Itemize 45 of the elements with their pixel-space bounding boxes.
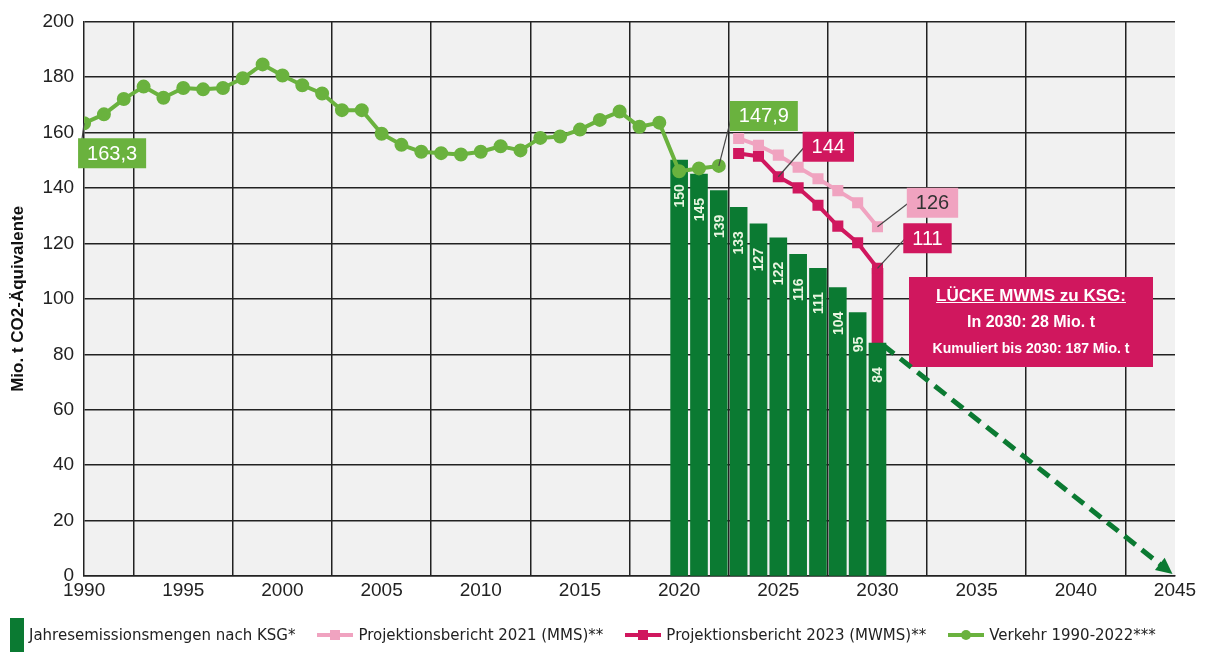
data-label: 95 [849, 336, 866, 353]
x-tick-label: 1995 [162, 578, 205, 600]
data-label: 139 [710, 214, 727, 238]
y-tick-label: 100 [42, 287, 75, 309]
y-tick-label: 20 [52, 508, 75, 530]
y-tick-label: 200 [42, 9, 75, 31]
data-label: 126 [915, 191, 950, 214]
data-label: 116 [790, 278, 806, 302]
y-tick-label: 140 [42, 176, 75, 198]
legend-label: Projektionsbericht 2021 (MMS)** [358, 626, 604, 644]
y-tick-label: 60 [52, 397, 75, 419]
x-tick-label: 2045 [1153, 578, 1197, 600]
data-label: 127 [750, 247, 767, 272]
y-tick-label: 40 [52, 453, 75, 475]
annotation: Kumuliert bis 2030: 187 Mio. t [931, 338, 1131, 358]
y-axis-title: Mio. t CO2-Äquivalente [7, 205, 27, 392]
data-label: 84 [869, 366, 886, 383]
x-tick-label: 2035 [955, 578, 998, 600]
annotation: In 2030: 28 Mio. t [965, 311, 1096, 332]
x-tick-label: 2015 [558, 578, 602, 600]
y-tick-label: 160 [42, 120, 75, 142]
x-tick-label: 2040 [1054, 578, 1097, 600]
x-tick-label: 2030 [856, 578, 899, 600]
data-label: 111 [809, 292, 826, 315]
x-tick-label: 2005 [360, 578, 403, 600]
x-tick-label: 2000 [261, 578, 304, 600]
legend-label: Verkehr 1990-2022*** [989, 626, 1156, 644]
data-label: 147,9 [738, 104, 789, 127]
data-label: 104 [829, 311, 846, 336]
x-tick-label: 2010 [459, 578, 502, 600]
y-tick-label: 80 [52, 342, 75, 364]
y-tick-label: 180 [42, 65, 75, 87]
data-label: 122 [770, 261, 787, 286]
data-label: 144 [811, 135, 845, 158]
legend-label: Jahresemissionsmengen nach KSG* [29, 626, 296, 644]
data-label: 150 [671, 183, 687, 208]
data-label: 145 [690, 197, 707, 222]
x-tick-label: 2025 [757, 578, 800, 600]
data-label: 111 [912, 226, 943, 249]
y-tick-label: 120 [42, 231, 75, 253]
data-label: 163,3 [87, 141, 138, 164]
annotation: LÜCKE MWMS zu KSG: [935, 284, 1127, 307]
data-label: 133 [730, 231, 747, 255]
legend-label: Projektionsbericht 2023 (MWMS)** [666, 626, 927, 644]
x-tick-label: 2020 [658, 578, 701, 600]
